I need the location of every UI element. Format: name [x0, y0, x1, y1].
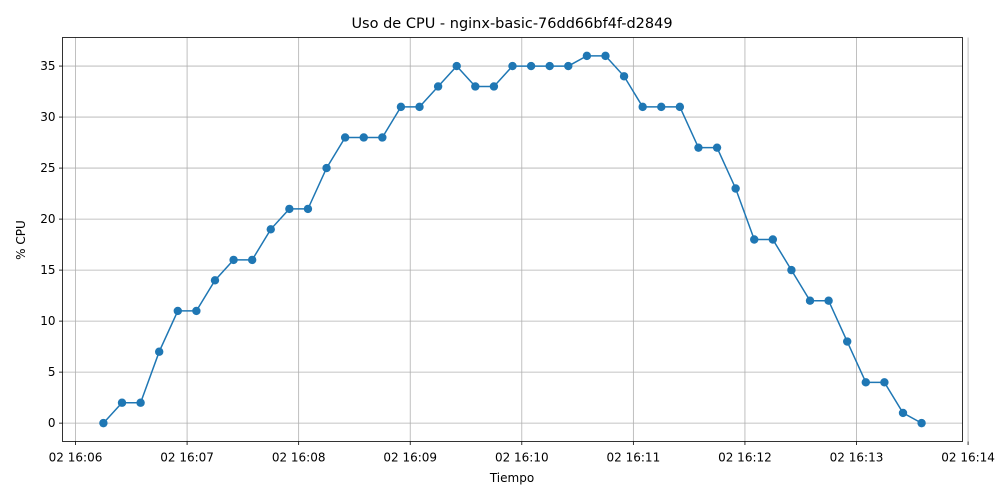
- data-point: [526, 61, 536, 71]
- data-point: [210, 276, 220, 285]
- data-point: [173, 306, 182, 316]
- data-point: [657, 102, 666, 112]
- data-point: [861, 378, 871, 387]
- data-point: [768, 235, 778, 244]
- data-point: [564, 61, 573, 71]
- data-point: [545, 61, 554, 71]
- data-point: [154, 347, 164, 356]
- data-point: [378, 133, 387, 142]
- data-point: [694, 143, 703, 152]
- data-point: [824, 296, 833, 305]
- x-tick-label: 02 16:14: [941, 451, 995, 465]
- data-point: [285, 204, 294, 214]
- data-point: [433, 82, 443, 91]
- data-point: [396, 102, 406, 112]
- data-point: [303, 204, 313, 214]
- data-point: [322, 163, 331, 173]
- y-tick-label: 35: [40, 59, 55, 73]
- data-point: [898, 408, 908, 418]
- data-point: [787, 265, 796, 275]
- y-tick-label: 15: [40, 263, 55, 277]
- data-point: [229, 255, 238, 265]
- chart-title: Uso de CPU - nginx-basic-76dd66bf4f-d284…: [351, 16, 672, 32]
- data-point: [750, 235, 759, 244]
- x-tick-label: 02 16:11: [607, 451, 661, 465]
- y-axis-ticks: 0 5 10 15 20 25 30 35: [40, 59, 63, 430]
- data-point: [359, 133, 368, 142]
- data-point: [99, 418, 108, 428]
- y-axis-label: % CPU: [14, 220, 28, 260]
- data-point: [452, 61, 461, 71]
- series-layer: [99, 51, 926, 428]
- x-tick-label: 02 16:07: [160, 451, 214, 465]
- y-tick-label: 25: [40, 161, 55, 175]
- x-tick-label: 02 16:06: [49, 451, 103, 465]
- data-point: [917, 418, 926, 428]
- x-tick-label: 02 16:12: [718, 451, 772, 465]
- cpu-series-line: [102, 55, 922, 424]
- x-tick-label: 02 16:10: [495, 451, 549, 465]
- y-tick-label: 0: [48, 416, 56, 430]
- y-tick-label: 20: [40, 212, 55, 226]
- data-point: [489, 82, 499, 91]
- data-point: [136, 398, 145, 407]
- data-point: [619, 72, 629, 81]
- data-point: [805, 296, 815, 305]
- plot-frame: [62, 37, 963, 442]
- x-tick-label: 02 16:09: [383, 451, 437, 465]
- x-tick-label: 02 16:08: [272, 451, 326, 465]
- data-point: [675, 102, 685, 112]
- data-point: [638, 102, 647, 112]
- y-tick-label: 5: [48, 365, 56, 379]
- data-point: [471, 82, 480, 91]
- data-point: [266, 225, 275, 234]
- grid: [62, 37, 969, 442]
- y-tick-label: 10: [40, 314, 55, 328]
- y-tick-label: 30: [40, 110, 55, 124]
- data-point: [582, 51, 592, 61]
- data-point: [880, 378, 889, 387]
- data-point: [731, 184, 740, 193]
- data-point: [117, 398, 127, 407]
- data-point: [712, 143, 722, 152]
- data-point: [247, 255, 257, 265]
- x-tick-label: 02 16:13: [830, 451, 884, 465]
- data-point: [340, 133, 350, 142]
- x-axis-ticks: 02 16:06 02 16:07 02 16:08 02 16:09 02 16:10…: [49, 441, 995, 465]
- data-point: [843, 337, 852, 346]
- data-point: [508, 61, 517, 71]
- data-point: [601, 51, 610, 61]
- x-axis-label: Tiempo: [489, 471, 534, 485]
- data-point: [192, 306, 201, 316]
- data-point: [415, 102, 424, 112]
